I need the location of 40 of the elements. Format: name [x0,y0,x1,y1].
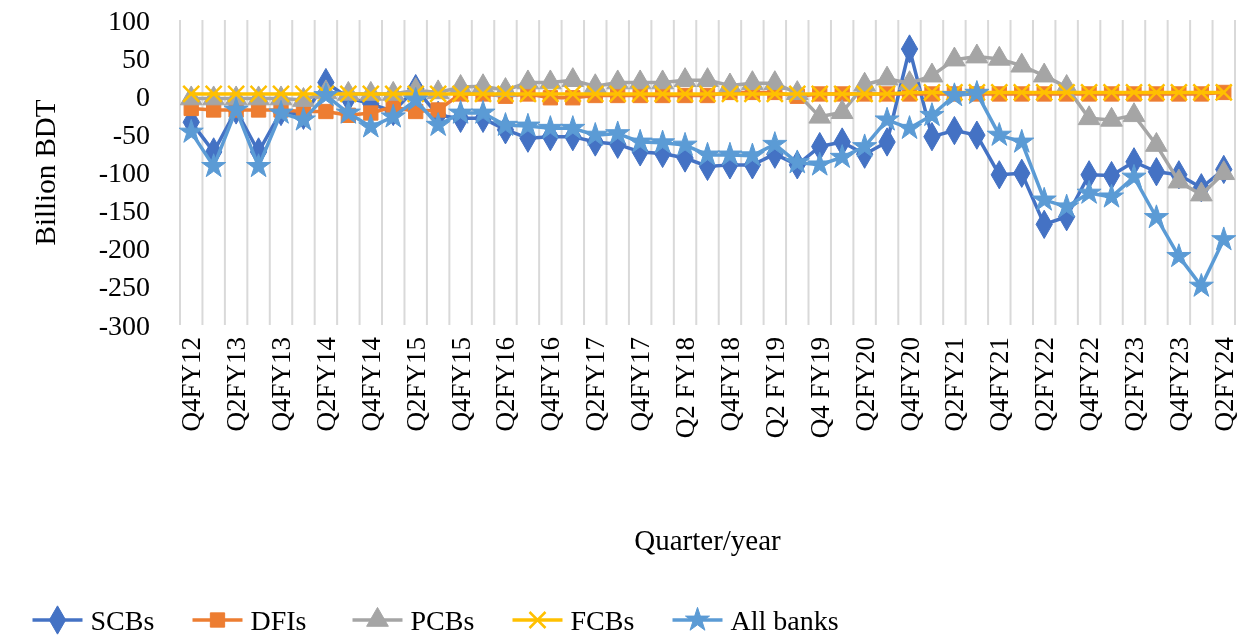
legend-label: SCBs [90,604,155,636]
x-tick-label: Q2FY24 [1208,336,1239,432]
x-tick-label: Q2FY15 [400,337,431,432]
x-tick-label: Q4FY21 [984,337,1015,432]
x-tick-label: Q4FY18 [714,337,745,432]
y-tick-label: 0 [136,80,150,112]
legend-label: DFIs [250,604,307,636]
x-tick-label: Q4 FY19 [804,337,835,439]
x-tick-label: Q4FY14 [355,336,386,432]
x-tick-label: Q4FY17 [625,337,656,432]
x-tick-label: Q2 FY19 [759,337,790,439]
x-tick-label: Q4FY16 [535,337,566,432]
y-tick-label: 50 [122,42,150,74]
x-tick-label: Q2 FY18 [670,337,701,439]
legend-label: FCBs [570,604,635,636]
y-tick-label: -50 [112,118,150,150]
x-tick-label: Q2FY21 [939,337,970,432]
x-tick-label: Q4FY22 [1074,337,1105,432]
y-tick-label: -300 [98,309,150,341]
y-tick-label: -250 [98,271,150,303]
x-tick-label: Q2FY16 [490,337,521,432]
x-tick-label: Q2FY13 [221,337,252,432]
x-tick-label: Q2FY22 [1029,337,1060,432]
x-tick-label: Q4FY13 [266,337,297,432]
x-tick-label: Q2FY23 [1118,337,1149,432]
x-tick-label: Q4FY23 [1163,337,1194,432]
x-tick-label: Q2FY17 [580,337,611,432]
legend-label: PCBs [410,604,475,636]
legend-label: All banks [730,604,839,636]
x-tick-label: Q2FY14 [310,336,341,432]
x-tick-label: Q4FY15 [445,337,476,432]
y-tick-label: -200 [98,233,150,265]
y-tick-label: -150 [98,195,150,227]
y-tick-label: 100 [108,4,150,36]
x-tick-label: Q4FY20 [894,337,925,432]
x-tick-label: Q2FY20 [849,337,880,432]
y-axis-title: Billion BDT [29,99,61,246]
x-tick-label: Q4FY12 [176,337,207,432]
y-tick-label: -100 [98,157,150,188]
x-axis-title: Quarter/year [634,524,782,556]
